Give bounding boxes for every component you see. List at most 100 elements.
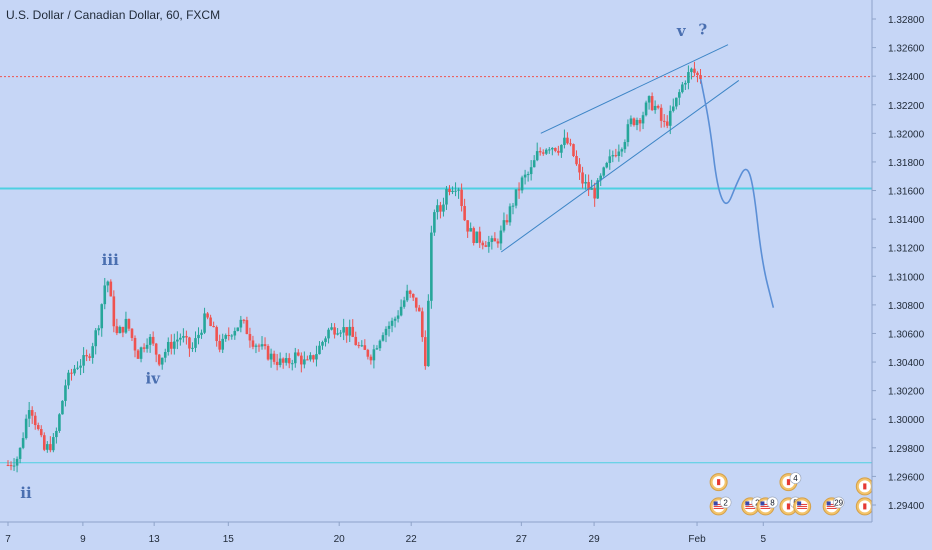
event-count-label: 8 [770,498,775,507]
candle-body [644,102,648,116]
candle-body [638,119,642,124]
event-marker-ca[interactable] [709,473,728,492]
price-tick-label: 1.29400 [888,501,925,512]
event-count-label: 4 [793,474,798,483]
candle-body [348,326,352,336]
candle-body [662,120,666,122]
candle-body [448,188,451,193]
wave-label-iii: iii [102,251,119,269]
event-marker-us[interactable]: 8 [756,496,779,516]
candlestick-series [6,61,702,473]
candle-body [475,231,479,243]
time-tick-label: 7 [5,534,11,545]
candle-body [517,189,521,191]
maple-leaf-icon [786,503,791,510]
candle-body [478,231,482,243]
flag-canton [760,501,765,506]
candle-body [408,290,412,294]
maple-leaf-icon [863,503,867,510]
candle-body [100,304,104,329]
candle-body [254,345,258,347]
candle-body [239,319,243,328]
candle-body [70,372,73,374]
drawing-layer [500,44,775,308]
candle-body [608,156,612,163]
event-marker-ca[interactable] [855,497,874,516]
candle-body [46,444,49,450]
candle-body [169,341,173,349]
candle-body [82,355,85,366]
time-tick-label: Feb [688,534,706,545]
candle-body [472,228,475,243]
candle-body [269,353,273,360]
candle-body [526,174,530,176]
candle-body [551,147,554,150]
candle-body [433,212,436,233]
candle-body [632,118,636,126]
wave-label-ii: ii [20,484,32,502]
candle-body [424,337,427,367]
candle-body [139,347,143,359]
price-tick-label: 1.31600 [888,187,925,198]
candle-body [360,345,364,347]
candle-body [572,144,575,156]
candle-body [154,343,158,355]
event-marker-us[interactable]: 2 [709,496,732,516]
candle-body [511,205,515,207]
candle-body [293,352,297,364]
candle-body [566,137,569,144]
candle-body [179,337,182,340]
candle-body [257,345,261,347]
candle-body [523,174,527,178]
candle-body [466,220,469,232]
candle-body [79,365,82,368]
candle-body [547,149,551,151]
candle-body [39,429,43,436]
economic-event-markers[interactable]: 2284529 [709,472,874,516]
candle-body [206,313,209,318]
candle-body [15,458,19,466]
candle-body [532,160,536,168]
event-marker-us[interactable]: 29 [822,496,845,516]
event-marker-ca[interactable] [855,477,874,496]
candle-body [614,155,618,157]
time-axis[interactable]: 7 9 13 15 20 22 27 29 Feb 5 [0,521,872,545]
price-tick-label: 1.30600 [888,329,925,340]
candle-body [668,110,672,126]
event-marker-ca[interactable]: 4 [779,472,802,492]
candle-body [575,155,578,165]
candle-body [427,300,430,367]
maple-leaf-icon [717,479,721,486]
candle-body [263,344,267,347]
candle-body [333,327,336,335]
candle-body [390,320,394,326]
price-tick-label: 1.30000 [888,415,925,426]
candle-body [681,84,684,93]
flag-canton [797,501,802,506]
candle-body [520,177,524,191]
candle-body [85,355,88,357]
event-count-label: 2 [723,498,728,507]
candle-body [602,167,606,176]
candle-body [52,437,55,451]
event-count-badge [789,472,802,484]
candle-body [266,346,270,360]
candle-body [393,318,397,321]
candle-body [653,105,657,111]
candle-body [554,147,557,151]
price-tick-label: 1.29600 [888,472,925,483]
event-marker-us[interactable] [793,497,812,516]
candle-body [529,167,533,175]
price-tick-label: 1.30800 [888,301,925,312]
price-axis[interactable]: 1.29400 1.29600 1.29800 1.30000 1.30200 1.304… [871,0,932,550]
candle-body [659,107,663,121]
candle-body [64,385,67,401]
event-count-label: 29 [834,498,843,507]
candle-body [106,281,110,286]
candle-body [481,242,485,246]
candle-body [21,438,25,448]
candle-body [112,296,116,327]
maple-leaf-icon [786,479,791,486]
